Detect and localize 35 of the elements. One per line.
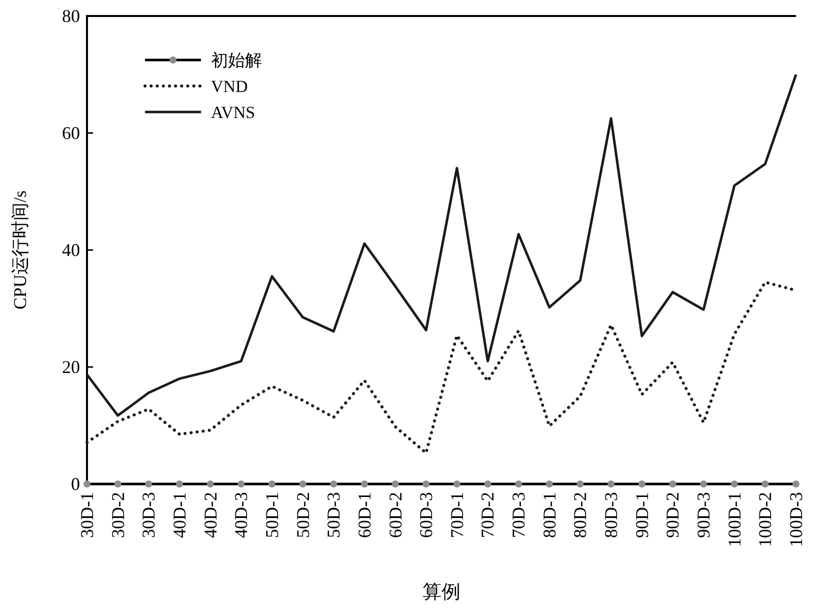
x-tick-label: 60D-1 xyxy=(354,492,374,538)
x-tick-label: 70D-2 xyxy=(478,492,498,538)
y-axis-title: CPU运行时间/s xyxy=(10,190,30,310)
legend-label: AVNS xyxy=(211,103,256,122)
x-tick-label: 60D-2 xyxy=(385,492,406,538)
x-tick-label: 30D-1 xyxy=(77,492,97,538)
x-tick-label: 40D-3 xyxy=(231,492,252,538)
x-tick-label: 90D-3 xyxy=(694,492,714,538)
y-tick-label: 40 xyxy=(62,240,80,260)
x-tick-label: 80D-1 xyxy=(539,492,560,538)
y-tick-label: 60 xyxy=(62,123,80,143)
y-tick-label: 0 xyxy=(71,474,80,494)
x-tick-label: 80D-3 xyxy=(601,492,622,538)
x-tick-label: 100D-2 xyxy=(755,492,776,547)
line-series xyxy=(86,73,798,417)
x-tick-label: 90D-1 xyxy=(632,492,652,538)
y-tick-label: 80 xyxy=(62,6,80,26)
x-tick-label: 70D-3 xyxy=(508,492,529,538)
x-tick-label: 40D-1 xyxy=(169,492,190,538)
x-tick-label: 50D-3 xyxy=(324,492,344,538)
x-tick-label: 100D-3 xyxy=(786,492,806,547)
x-tick-label: 40D-2 xyxy=(200,492,220,538)
legend-label: 初始解 xyxy=(211,51,262,70)
legend-label: VND xyxy=(211,77,248,96)
x-tick-label: 70D-1 xyxy=(446,492,467,538)
x-tick-label: 100D-1 xyxy=(724,492,744,547)
x-tick-label: 30D-3 xyxy=(138,492,159,538)
x-tick-label: 50D-1 xyxy=(262,492,282,538)
x-axis-title: 算例 xyxy=(422,582,460,603)
x-tick-label: 50D-2 xyxy=(292,492,313,538)
y-tick-label: 20 xyxy=(62,357,80,377)
x-tick-label: 80D-2 xyxy=(570,492,590,538)
x-tick-label: 60D-3 xyxy=(416,492,436,538)
x-tick-label: 90D-2 xyxy=(662,492,683,538)
x-tick-label: 30D-2 xyxy=(108,492,128,538)
